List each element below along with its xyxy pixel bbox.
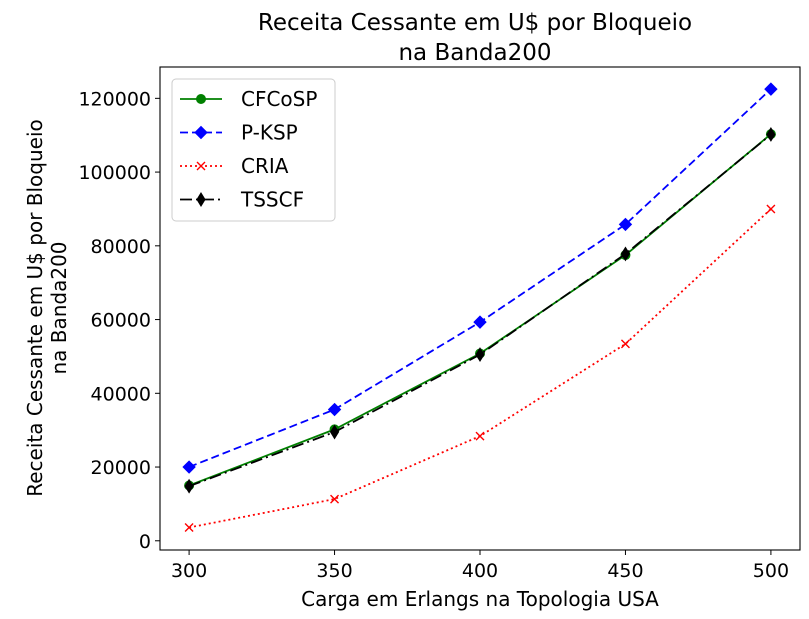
- legend-frame: [171, 78, 336, 222]
- data-point-tsscf-300: [184, 478, 194, 494]
- x-tick-label-300: 300: [171, 560, 207, 582]
- data-point-cria-500: [766, 204, 776, 214]
- legend-entry-tsscf: TSSCF: [180, 188, 304, 212]
- data-point-cria-350: [330, 494, 340, 504]
- legend-marker-p-ksp: [194, 125, 208, 140]
- y-axis-title: Receita Cessante em U$ por Bloqueio na B…: [23, 119, 71, 497]
- chart-title-line-2: na Banda200: [398, 40, 551, 66]
- data-point-cria-400: [475, 431, 485, 441]
- legend-label-p-ksp: P-KSP: [241, 121, 298, 145]
- chart-title-line-1: Receita Cessante em U$ por Bloqueio: [258, 10, 692, 36]
- y-tick-label-0: 0: [139, 531, 151, 553]
- series-cria: [184, 204, 776, 533]
- data-point-cria-300: [184, 523, 194, 533]
- legend-entry-p-ksp: P-KSP: [180, 121, 298, 145]
- legend-entry-cfcosp: CFCoSP: [180, 87, 317, 111]
- legend: CFCoSP P-KSP CRIA TSSCF: [171, 78, 336, 222]
- y-tick-label-20000: 20000: [91, 457, 151, 479]
- data-point-tsscf-500: [766, 127, 776, 142]
- x-tick-label-500: 500: [753, 560, 789, 582]
- data-point-p-ksp-450: [618, 217, 633, 232]
- y-axis-label-line-1: Receita Cessante em U$ por Bloqueio: [23, 119, 47, 497]
- data-point-p-ksp-350: [327, 402, 342, 417]
- x-axis-label: Carga em Erlangs na Topologia USA: [301, 587, 659, 611]
- legend-marker-cria: [196, 161, 206, 171]
- data-point-tsscf-450: [620, 246, 631, 262]
- data-point-p-ksp-400: [473, 315, 487, 329]
- y-axis-label-line-2: na Banda200: [47, 241, 71, 374]
- legend-entry-cria: CRIA: [180, 154, 289, 178]
- x-tick-label-450: 450: [607, 560, 643, 582]
- legend-marker-tsscf: [196, 192, 206, 207]
- plot-area: 300 350 400 450 500 0 20000 40000 60000 80000 1000…: [78, 66, 801, 582]
- y-tick-label-40000: 40000: [91, 383, 151, 405]
- data-point-p-ksp-300: [182, 460, 196, 474]
- legend-label-cria: CRIA: [241, 154, 289, 178]
- y-tick-label-80000: 80000: [91, 236, 151, 258]
- data-point-tsscf-350: [329, 424, 340, 440]
- x-tick-label-350: 350: [316, 560, 352, 582]
- y-tick-label-100000: 100000: [78, 162, 151, 184]
- series-tsscf: [184, 127, 776, 494]
- legend-label-cfcosp: CFCoSP: [241, 87, 317, 111]
- y-tick-label-60000: 60000: [91, 310, 151, 332]
- data-point-tsscf-400: [475, 347, 485, 363]
- series-line-cria: [188, 208, 772, 529]
- data-point-p-ksp-500: [764, 82, 778, 96]
- legend-marker-cfcosp: [196, 94, 206, 104]
- y-tick-label-120000: 120000: [78, 88, 151, 110]
- series-p-ksp: [182, 82, 778, 474]
- legend-label-tsscf: TSSCF: [240, 188, 304, 212]
- x-tick-label-400: 400: [462, 560, 498, 582]
- data-point-cria-450: [620, 339, 630, 349]
